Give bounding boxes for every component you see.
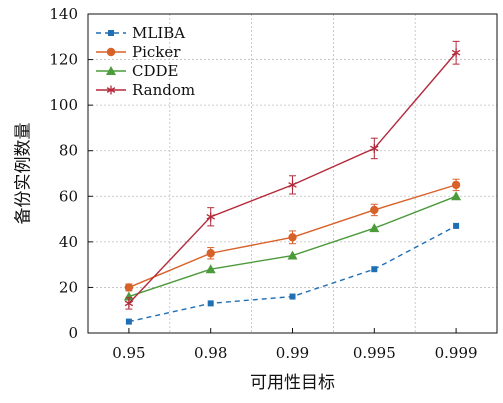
- data-point-mliba: [453, 222, 460, 229]
- grid-layer: [88, 14, 497, 333]
- y-tick-label: 140: [49, 5, 78, 23]
- data-point-cdde: [287, 250, 298, 260]
- y-tick-label: 120: [49, 51, 78, 69]
- axes-layer: 0 20 40 60 80 100 120 140 0.95 0.98 0.99 0.995 0.999: [49, 5, 498, 362]
- y-tick-label: 100: [49, 96, 78, 114]
- data-point-random: [288, 180, 297, 190]
- legend-item-picker: Picker: [96, 43, 181, 61]
- star-stroke: [288, 182, 297, 188]
- y-tick-label: 60: [59, 187, 78, 205]
- legend-item-random: Random: [96, 81, 195, 99]
- legend-label-picker: Picker: [132, 43, 181, 61]
- data-point-mliba: [371, 266, 378, 273]
- legend-marker-picker: [106, 47, 116, 57]
- y-axis-title: 备份实例数量: [14, 123, 34, 225]
- data-point-cdde: [123, 291, 134, 301]
- data-point-picker: [288, 233, 297, 242]
- data-point-picker: [451, 180, 461, 190]
- legend-marker-random: [106, 85, 116, 95]
- star-stroke: [124, 300, 134, 307]
- x-axis-title: 可用性目标: [250, 373, 335, 393]
- legend-label-random: Random: [132, 81, 195, 99]
- data-point-random: [124, 298, 134, 308]
- star-stroke: [206, 213, 215, 220]
- x-tick-label: 0.99: [276, 344, 309, 362]
- series-cdde: [123, 191, 462, 301]
- legend-marker-cdde: [106, 66, 116, 75]
- legend-label-mliba: MLIBA: [132, 24, 185, 42]
- y-tick-label: 80: [59, 142, 78, 160]
- data-point-cdde: [369, 223, 380, 233]
- data-point-cdde: [205, 264, 216, 274]
- legend-item-mliba: MLIBA: [96, 24, 185, 42]
- data-point-random: [370, 143, 379, 153]
- y-tick-label: 20: [59, 278, 78, 296]
- data-point-picker: [206, 249, 215, 258]
- legend-marker-mliba: [108, 30, 114, 36]
- x-tick-label: 0.98: [194, 344, 227, 362]
- data-point-picker: [124, 283, 134, 292]
- x-tick-label: 0.995: [353, 344, 396, 362]
- x-tick-label: 0.999: [435, 344, 478, 362]
- series-layer: [123, 40, 462, 325]
- legend-label-cdde: CDDE: [132, 62, 178, 80]
- star-stroke: [451, 49, 461, 56]
- data-point-mliba: [125, 318, 132, 325]
- data-point-random: [206, 212, 215, 222]
- series-line-cdde: [128, 195, 457, 298]
- series-mliba: [125, 222, 460, 325]
- y-tick-label: 0: [68, 324, 78, 342]
- star-stroke: [370, 145, 379, 152]
- data-point-cdde: [451, 191, 462, 201]
- legend-item-cdde: CDDE: [96, 62, 178, 80]
- data-point-random: [451, 48, 461, 58]
- series-random: [124, 40, 461, 310]
- x-tick-label: 0.95: [112, 344, 145, 362]
- data-point-picker: [370, 205, 379, 215]
- data-point-mliba: [207, 300, 214, 307]
- y-tick-label: 40: [59, 233, 78, 251]
- star-stroke: [106, 87, 116, 93]
- series-picker: [124, 178, 461, 292]
- data-point-mliba: [289, 293, 296, 300]
